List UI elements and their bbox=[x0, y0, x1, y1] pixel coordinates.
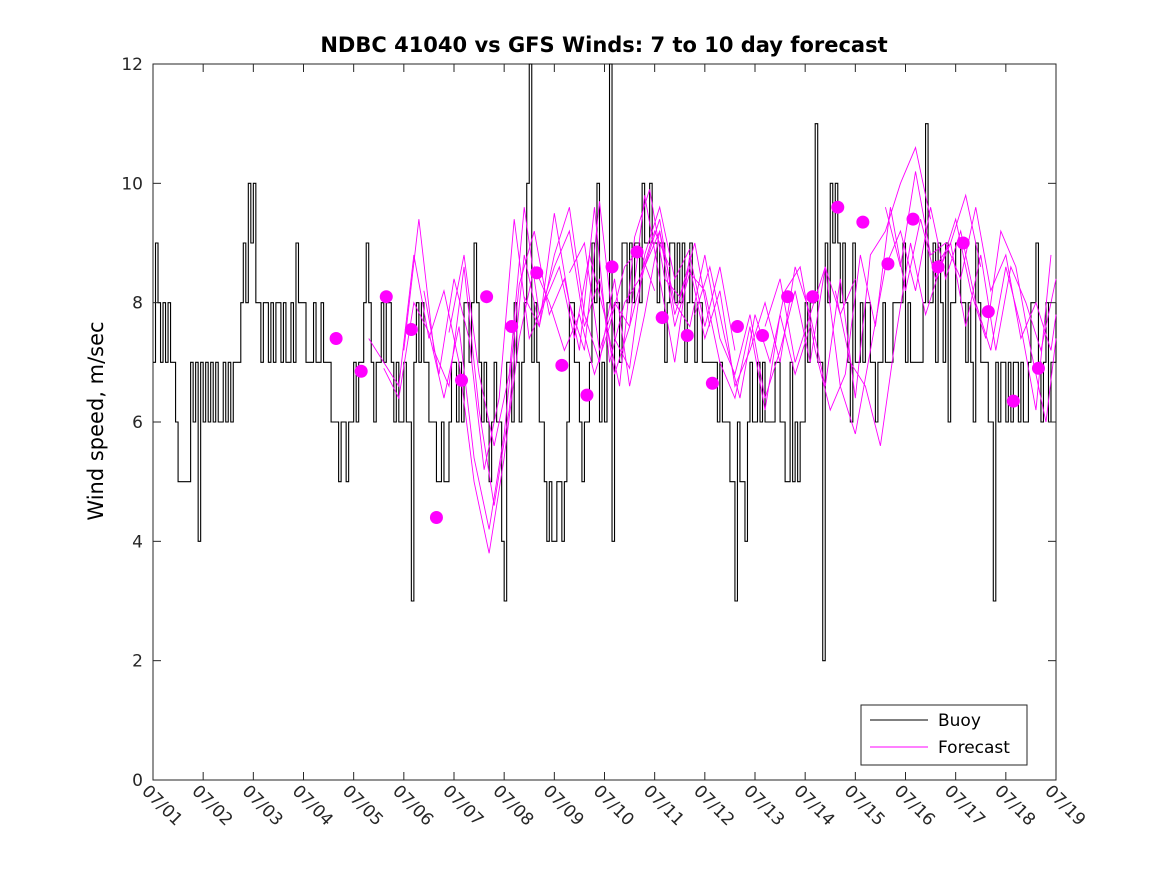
y-tick-label: 4 bbox=[132, 532, 143, 552]
x-tick-label: 07/04 bbox=[288, 781, 337, 830]
forecast-series-line bbox=[423, 189, 711, 470]
forecast-daily-mean-point bbox=[580, 388, 594, 402]
forecast-series-line bbox=[523, 207, 811, 411]
x-tick-label: 07/06 bbox=[388, 781, 437, 830]
x-tick-label: 07/16 bbox=[890, 781, 939, 830]
forecast-daily-mean-point bbox=[730, 320, 744, 334]
x-tick-label: 07/12 bbox=[689, 781, 738, 830]
forecast-series-line bbox=[383, 207, 671, 530]
forecast-daily-mean-point bbox=[831, 200, 845, 214]
plot-area bbox=[152, 63, 1057, 781]
x-tick-label: 07/10 bbox=[589, 781, 638, 830]
forecast-daily-mean-point bbox=[354, 364, 368, 378]
legend: Buoy Forecast bbox=[860, 704, 1028, 766]
forecast-daily-mean-point bbox=[906, 212, 920, 226]
chart-title: NDBC 41040 vs GFS Winds: 7 to 10 day for… bbox=[320, 33, 887, 57]
forecast-series-line bbox=[884, 171, 1057, 351]
forecast-daily-mean-point bbox=[329, 331, 343, 345]
forecast-daily-mean-point bbox=[956, 236, 970, 250]
x-tick-label: 07/13 bbox=[739, 781, 788, 830]
forecast-daily-mean-point bbox=[455, 373, 469, 387]
forecast-series-line bbox=[935, 241, 1057, 353]
forecast-daily-mean-point bbox=[1031, 361, 1045, 375]
legend-box bbox=[860, 704, 1028, 766]
forecast-daily-mean-point bbox=[605, 260, 619, 274]
x-tick-label: 07/01 bbox=[137, 781, 186, 830]
forecast-daily-mean-point bbox=[981, 305, 995, 319]
x-tick-label: 07/08 bbox=[489, 781, 538, 830]
legend-label-buoy: Buoy bbox=[938, 711, 981, 731]
forecast-daily-mean-point bbox=[555, 358, 569, 372]
x-tick-label: 07/11 bbox=[639, 781, 688, 830]
forecast-daily-mean-point bbox=[856, 215, 870, 229]
forecast-daily-mean-point bbox=[429, 510, 443, 524]
y-axis: 0 2 4 6 8 10 12 bbox=[121, 55, 1056, 791]
forecast-daily-mean-point bbox=[1006, 394, 1020, 408]
forecast-daily-mean-point bbox=[881, 257, 895, 271]
x-tick-label: 07/05 bbox=[338, 781, 387, 830]
x-tick-label: 07/17 bbox=[940, 781, 989, 830]
y-tick-label: 0 bbox=[132, 771, 143, 791]
series-layer bbox=[153, 63, 1057, 662]
x-tick-label: 07/02 bbox=[188, 781, 237, 830]
forecast-daily-mean-point bbox=[756, 328, 770, 342]
marker-layer bbox=[329, 200, 1045, 524]
forecast-daily-mean-point bbox=[379, 290, 393, 304]
forecast-daily-mean-point bbox=[630, 245, 644, 259]
forecast-daily-mean-point bbox=[480, 290, 494, 304]
y-tick-label: 12 bbox=[121, 55, 143, 75]
forecast-daily-mean-point bbox=[655, 311, 669, 325]
x-tick-label: 07/18 bbox=[990, 781, 1039, 830]
legend-label-forecast: Forecast bbox=[938, 738, 1010, 758]
forecast-daily-mean-point bbox=[806, 290, 820, 304]
x-tick-label: 07/14 bbox=[790, 781, 839, 830]
buoy-series-line bbox=[153, 63, 1057, 662]
forecast-daily-mean-point bbox=[530, 266, 544, 280]
forecast-daily-mean-point bbox=[781, 290, 795, 304]
forecast-series-line bbox=[403, 201, 691, 506]
forecast-daily-mean-point bbox=[680, 328, 694, 342]
y-tick-label: 10 bbox=[121, 174, 143, 194]
x-tick-label: 07/15 bbox=[840, 781, 889, 830]
y-tick-label: 6 bbox=[132, 413, 143, 433]
forecast-series-line bbox=[568, 229, 856, 399]
forecast-series-line bbox=[644, 146, 932, 399]
forecast-series-line bbox=[834, 217, 1057, 446]
x-tick-label: 07/09 bbox=[539, 781, 588, 830]
forecast-daily-mean-point bbox=[931, 260, 945, 274]
forecast-series-line bbox=[448, 195, 736, 446]
forecast-daily-mean-point bbox=[404, 323, 418, 337]
y-tick-label: 2 bbox=[132, 652, 143, 672]
y-axis-label: Wind speed, m/sec bbox=[84, 321, 108, 520]
x-tick-label: 07/19 bbox=[1040, 781, 1089, 830]
y-tick-label: 8 bbox=[132, 294, 143, 314]
x-tick-label: 07/03 bbox=[238, 781, 287, 830]
x-tick-label: 07/07 bbox=[438, 781, 487, 830]
forecast-daily-mean-point bbox=[705, 376, 719, 390]
forecast-daily-mean-point bbox=[505, 320, 519, 334]
